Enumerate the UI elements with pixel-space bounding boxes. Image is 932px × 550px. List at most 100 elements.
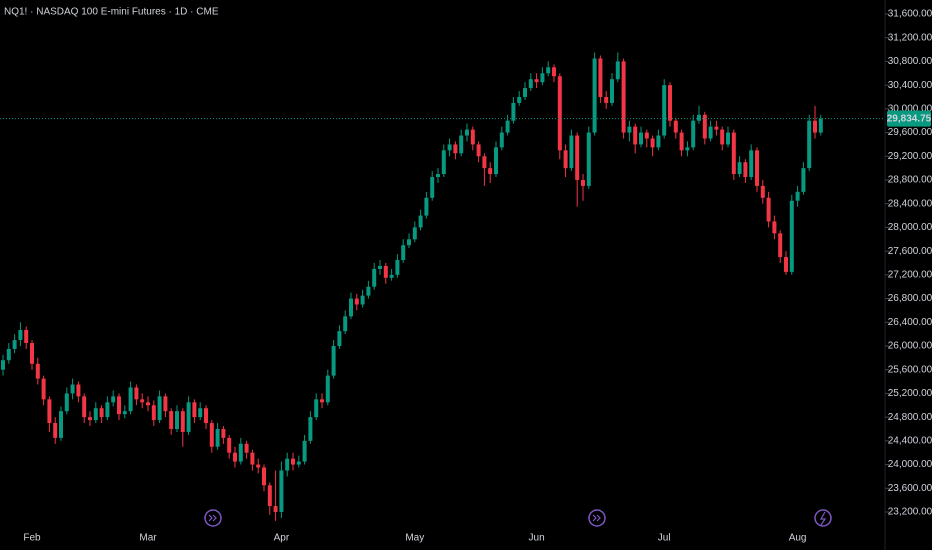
candle-body bbox=[360, 295, 365, 305]
candle-body bbox=[465, 129, 469, 136]
candle-body bbox=[563, 150, 568, 169]
y-tick-label: 25,200.00 bbox=[888, 388, 932, 399]
candle-body bbox=[604, 96, 609, 103]
candle-body bbox=[383, 265, 388, 278]
candle-body bbox=[731, 132, 736, 175]
last-price-box bbox=[887, 110, 931, 127]
candle-body bbox=[256, 464, 261, 468]
candle-body bbox=[250, 452, 255, 465]
candle-body bbox=[262, 467, 266, 486]
event-icon[interactable] bbox=[588, 509, 606, 527]
candle-body bbox=[534, 79, 539, 83]
candle-body bbox=[157, 396, 162, 421]
candle-body bbox=[592, 58, 597, 133]
candle-body bbox=[343, 316, 348, 332]
candle-body bbox=[639, 132, 643, 145]
candle-body bbox=[215, 428, 220, 447]
candle-body bbox=[151, 405, 156, 421]
candle-body bbox=[70, 384, 75, 394]
y-tick-label: 24,000.00 bbox=[888, 459, 932, 470]
candle-body bbox=[395, 260, 400, 275]
candle-body bbox=[59, 411, 63, 438]
candle-body bbox=[407, 239, 411, 246]
candle-body bbox=[650, 138, 655, 148]
candle-body bbox=[807, 120, 812, 169]
candle-body bbox=[198, 408, 203, 418]
candle-body bbox=[378, 265, 382, 269]
candle-body bbox=[47, 399, 52, 424]
y-tick-label: 30,000.00 bbox=[888, 103, 932, 114]
candle-body bbox=[227, 437, 232, 453]
candle-body bbox=[575, 135, 580, 180]
candle-body bbox=[424, 197, 429, 216]
candle-body bbox=[41, 378, 46, 400]
candle-body bbox=[221, 428, 226, 438]
candle-body bbox=[122, 411, 127, 415]
x-tick-label: Feb bbox=[23, 533, 41, 544]
y-tick-label: 31,600.00 bbox=[888, 9, 932, 20]
y-tick-label: 26,400.00 bbox=[888, 317, 932, 328]
y-tick-label: 28,000.00 bbox=[888, 222, 932, 233]
candle-body bbox=[30, 343, 34, 364]
candle-body bbox=[557, 76, 562, 151]
candle-body bbox=[470, 129, 475, 145]
candle-body bbox=[656, 135, 661, 148]
candle-body bbox=[697, 114, 701, 121]
event-icon[interactable] bbox=[204, 509, 222, 527]
candle-body bbox=[233, 452, 237, 462]
x-tick-label: Aug bbox=[789, 533, 807, 544]
candle-body bbox=[447, 144, 452, 151]
candle-body bbox=[621, 61, 626, 133]
candle-body bbox=[691, 120, 696, 148]
candle-body bbox=[743, 162, 748, 178]
candle-body bbox=[540, 73, 545, 83]
candle-body bbox=[12, 340, 17, 349]
candle-body bbox=[88, 417, 92, 421]
candle-body bbox=[291, 458, 295, 465]
candle-body bbox=[633, 126, 638, 145]
last-price-label: 29,834.75 bbox=[887, 113, 932, 124]
candle-body bbox=[24, 329, 29, 344]
candle-body bbox=[552, 67, 556, 77]
candle-body bbox=[586, 132, 591, 186]
candle-body bbox=[708, 126, 713, 139]
candle-body bbox=[186, 402, 191, 432]
event-icon[interactable] bbox=[814, 509, 832, 527]
candle-body bbox=[372, 268, 377, 287]
candle-body bbox=[517, 96, 522, 103]
candle-body bbox=[169, 411, 174, 429]
candle-body bbox=[505, 120, 510, 133]
candle-body bbox=[204, 408, 208, 424]
candle-body bbox=[53, 423, 58, 438]
candle-body bbox=[175, 411, 179, 429]
candle-body bbox=[453, 144, 458, 154]
candle-body bbox=[244, 443, 249, 453]
candle-body bbox=[813, 120, 817, 133]
candle-body bbox=[337, 331, 342, 346]
x-tick-label: Mar bbox=[139, 533, 157, 544]
candle-body bbox=[430, 177, 435, 198]
candle-body bbox=[140, 399, 145, 403]
y-tick-label: 30,400.00 bbox=[888, 80, 932, 91]
candle-body bbox=[726, 132, 730, 145]
candle-body bbox=[662, 85, 667, 136]
candle-body bbox=[818, 118, 823, 133]
y-tick-label: 25,600.00 bbox=[888, 364, 932, 375]
candle-body bbox=[511, 102, 516, 121]
y-tick-label: 27,200.00 bbox=[888, 269, 932, 280]
candle-body bbox=[64, 393, 69, 412]
candle-body bbox=[354, 298, 359, 305]
candle-body bbox=[267, 485, 272, 507]
candle-body bbox=[35, 363, 40, 379]
candle-body bbox=[546, 67, 551, 74]
candle-body bbox=[192, 402, 197, 418]
candle-body bbox=[18, 329, 23, 341]
candle-body bbox=[749, 150, 754, 178]
candle-body bbox=[325, 375, 330, 403]
candle-body bbox=[784, 257, 788, 272]
candle-body bbox=[644, 132, 649, 139]
y-tick-label: 29,600.00 bbox=[888, 127, 932, 138]
candle-body bbox=[772, 221, 777, 234]
y-tick-label: 24,800.00 bbox=[888, 412, 932, 423]
